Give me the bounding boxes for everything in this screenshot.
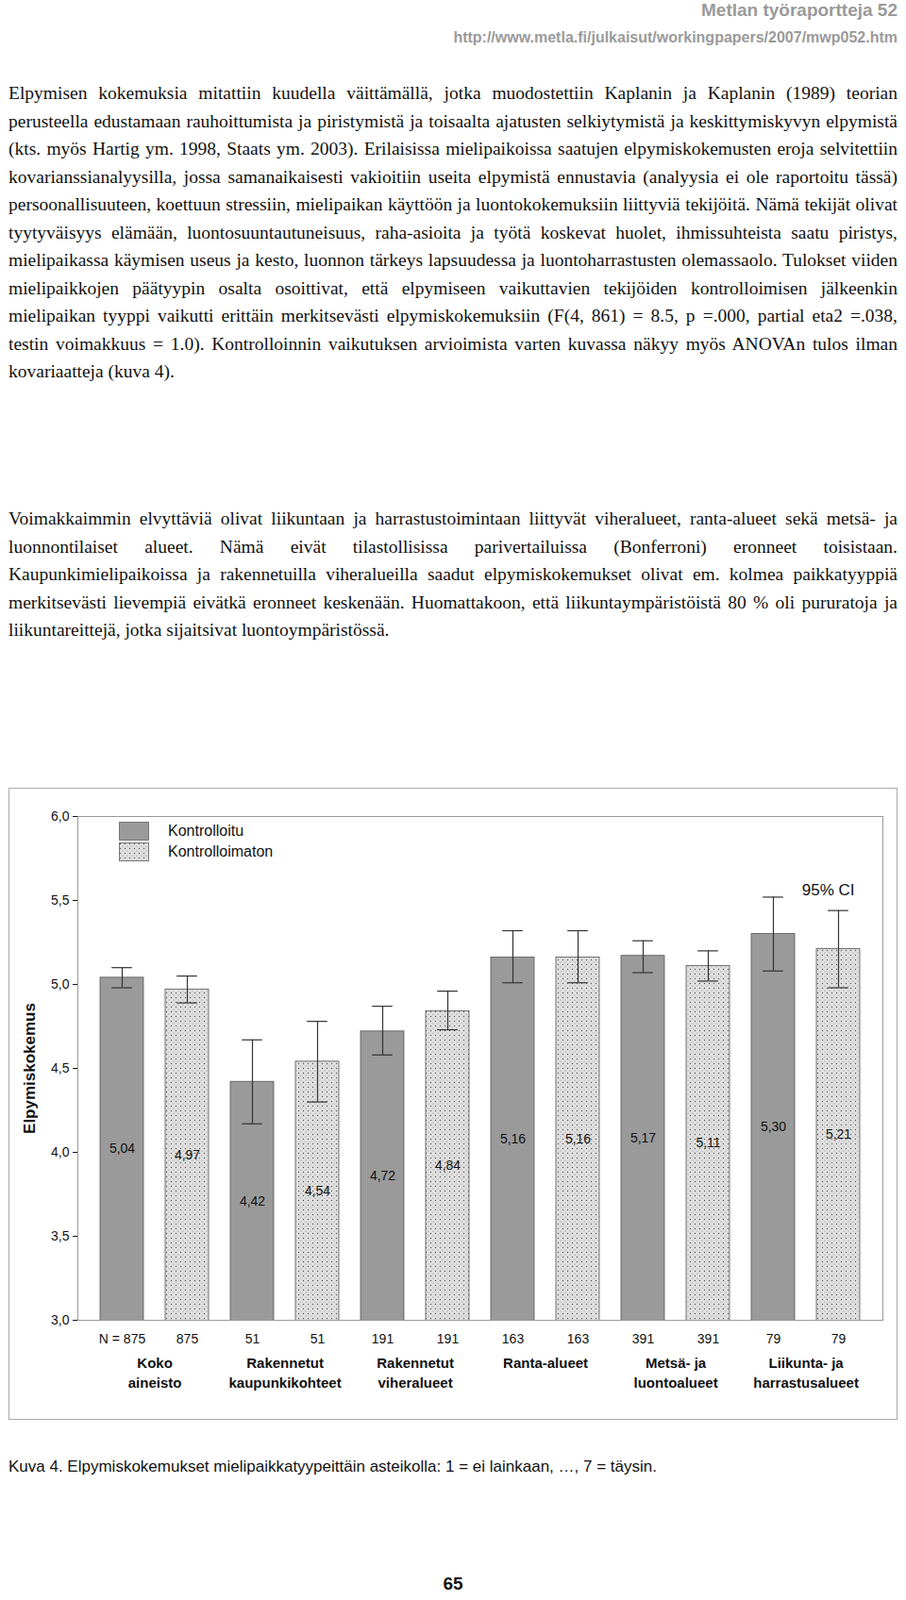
svg-text:4,54: 4,54 <box>304 1183 331 1199</box>
svg-text:4,42: 4,42 <box>239 1193 266 1209</box>
svg-text:79: 79 <box>766 1331 782 1347</box>
svg-text:4,84: 4,84 <box>435 1157 461 1174</box>
svg-text:5,21: 5,21 <box>825 1126 852 1142</box>
svg-text:5,30: 5,30 <box>760 1119 787 1135</box>
svg-text:163: 163 <box>567 1331 590 1347</box>
svg-text:391: 391 <box>697 1331 721 1347</box>
svg-text:4,97: 4,97 <box>174 1147 201 1163</box>
svg-text:163: 163 <box>502 1331 525 1347</box>
svg-text:51: 51 <box>310 1331 326 1347</box>
html-text:Metlan työraportteja 52: Metlan työraportteja 52 <box>701 0 898 20</box>
html-text:http://www.metla.fi/julkaisut/: http://www.metla.fi/julkaisut/workingpap… <box>453 29 898 46</box>
svg-text:3,0: 3,0 <box>50 1312 70 1328</box>
svg-text:4,5: 4,5 <box>50 1060 70 1076</box>
svg-text:5,16: 5,16 <box>500 1131 526 1147</box>
svg-text:191: 191 <box>371 1331 395 1347</box>
svg-text:Elpymiskokemus: Elpymiskokemus <box>20 1003 39 1135</box>
svg-text:79: 79 <box>831 1331 847 1347</box>
svg-text:95% CI: 95% CI <box>802 881 856 900</box>
svg-text:5,17: 5,17 <box>630 1130 656 1146</box>
svg-text:5,04: 5,04 <box>109 1140 135 1157</box>
svg-text:4,72: 4,72 <box>369 1168 396 1184</box>
html-text:Kontrolloimaton: Kontrolloimaton <box>167 843 273 860</box>
svg-text:Rakennetutkaupunkikohteet: Rakennetutkaupunkikohteet <box>228 1355 341 1392</box>
svg-text:51: 51 <box>245 1331 261 1347</box>
svg-text:3,5: 3,5 <box>50 1228 70 1244</box>
svg-text:6,0: 6,0 <box>50 808 70 824</box>
svg-text:Liikunta- jaharrastusalueet: Liikunta- jaharrastusalueet <box>753 1355 859 1392</box>
svg-text:5,11: 5,11 <box>695 1135 721 1151</box>
svg-text:875: 875 <box>176 1331 200 1347</box>
svg-text:5,5: 5,5 <box>50 892 70 908</box>
html-text:Kontrolloitu: Kontrolloitu <box>167 822 244 839</box>
svg-text:5,16: 5,16 <box>565 1131 591 1147</box>
html-text:65: 65 <box>442 1574 464 1594</box>
svg-text:Rakennetutviheralueet: Rakennetutviheralueet <box>376 1355 454 1392</box>
svg-text:Ranta-alueet: Ranta-alueet <box>503 1355 588 1372</box>
svg-text:391: 391 <box>632 1331 655 1347</box>
html-text:Kuva 4. Elpymiskokemukset miel: Kuva 4. Elpymiskokemukset mielipaikkatyy… <box>8 1458 657 1477</box>
svg-text:Metsä- jaluontoalueet: Metsä- jaluontoalueet <box>634 1355 719 1392</box>
html-text:Elpymisen kokemuksia mitattiin: Elpymisen kokemuksia mitattiin kuudella … <box>8 83 898 382</box>
svg-text:Kokoaineisto: Kokoaineisto <box>128 1355 183 1392</box>
html-text:Voimakkaimmin elvyttäviä oliva: Voimakkaimmin elvyttäviä olivat liikunta… <box>8 508 898 640</box>
svg-text:N = 875: N = 875 <box>99 1331 147 1347</box>
svg-text:4,0: 4,0 <box>50 1144 70 1160</box>
svg-text:5,0: 5,0 <box>50 976 70 992</box>
svg-text:191: 191 <box>436 1331 460 1347</box>
